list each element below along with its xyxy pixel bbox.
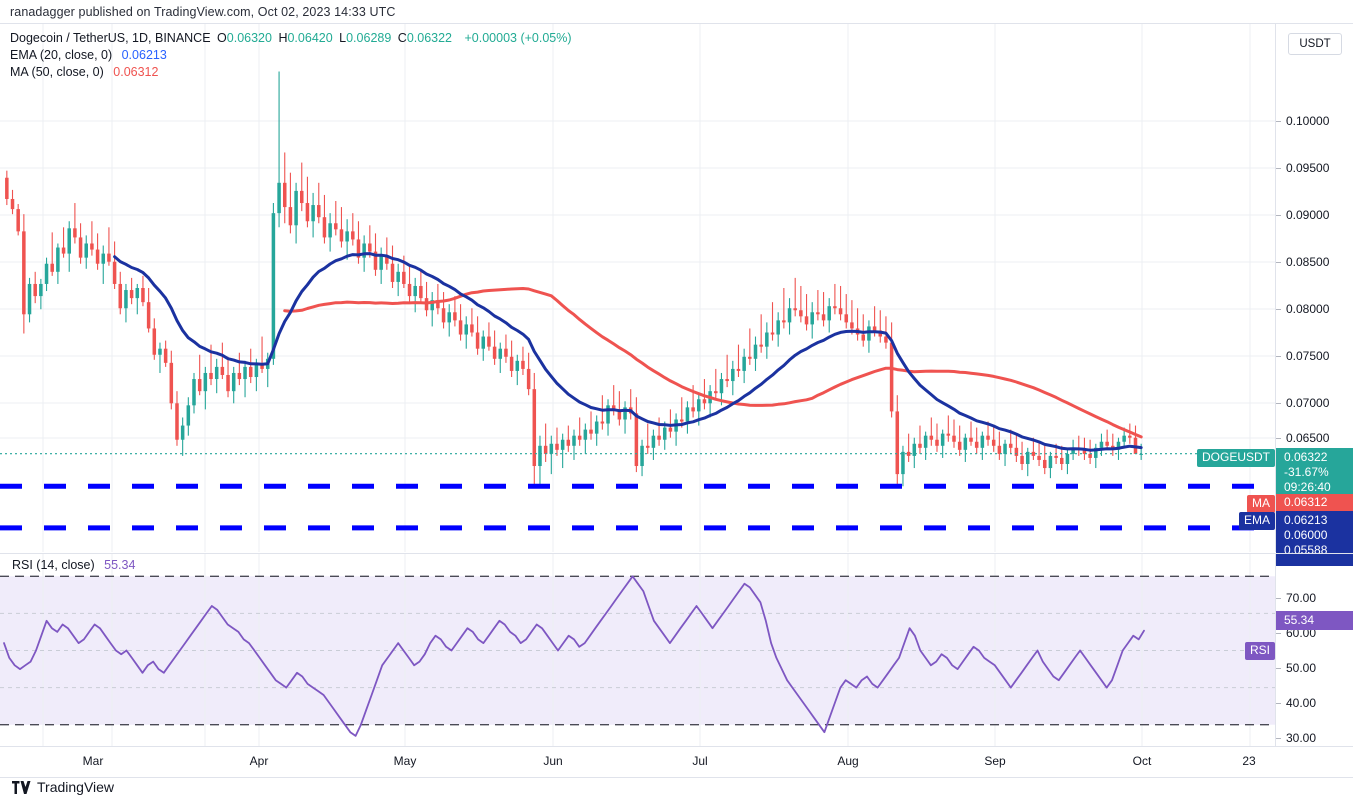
label-ema-tag[interactable]: EMA: [1238, 512, 1275, 530]
label-symbol-tag[interactable]: DOGEUSDT: [1196, 449, 1275, 467]
price-plot: [0, 24, 1275, 552]
rsi-legend-name: RSI (14, close): [12, 558, 95, 572]
rsi-legend-value: 55.34: [104, 558, 136, 572]
label-rsi-tag[interactable]: RSI: [1244, 642, 1275, 660]
support-price-1: 0.06000: [1284, 528, 1328, 542]
rsi-tick: 30.00: [1286, 731, 1317, 745]
price-tick-mark: [1276, 168, 1281, 169]
time-label: Sep: [984, 754, 1006, 768]
rsi-pane[interactable]: RSI (14, close) 55.34 RSI: [0, 553, 1276, 747]
rsi-tick-mark: [1276, 738, 1281, 739]
rsi-legend[interactable]: RSI (14, close) 55.34: [12, 558, 135, 572]
chart-frame: Dogecoin / TetherUS, 1D, BINANCE O0.0632…: [0, 23, 1353, 805]
currency-unit-button[interactable]: USDT: [1288, 33, 1342, 55]
time-axis[interactable]: Mar Apr May Jun Jul Aug Sep Oct 23: [0, 746, 1353, 778]
publisher-bar: ranadagger published on TradingView.com,…: [0, 0, 1353, 23]
rsi-tick-mark: [1276, 598, 1281, 599]
time-label: Aug: [837, 754, 859, 768]
ema-price-value: 0.06213: [1284, 513, 1328, 527]
price-tick: 0.10000: [1286, 114, 1330, 128]
rsi-tick-mark: [1276, 633, 1281, 634]
last-price-value: 0.06322: [1284, 450, 1328, 464]
tradingview-logo[interactable]: TradingView: [12, 779, 114, 795]
time-label: May: [393, 754, 417, 768]
rsi-tick: 50.00: [1286, 661, 1317, 675]
price-tick-mark: [1276, 262, 1281, 263]
label-ma-tag[interactable]: MA: [1247, 495, 1275, 513]
last-price-badge: 0.06322 -31.67% 09:26:40: [1276, 448, 1353, 498]
price-tick: 0.09000: [1286, 208, 1330, 222]
price-tick-mark: [1276, 121, 1281, 122]
rsi-tick-mark: [1276, 703, 1281, 704]
time-label: Apr: [249, 754, 269, 768]
price-tick-mark: [1276, 403, 1281, 404]
price-tick: 0.07000: [1286, 396, 1330, 410]
time-label: Oct: [1132, 754, 1152, 768]
price-tick-mark: [1276, 356, 1281, 357]
time-label: Mar: [82, 754, 104, 768]
price-tick: 0.09500: [1286, 161, 1330, 175]
ma-price-badge: 0.06312: [1276, 494, 1353, 513]
rsi-axis[interactable]: 70.00 60.00 50.00 40.00 30.00 55.34: [1276, 553, 1353, 747]
price-pane[interactable]: Dogecoin / TetherUS, 1D, BINANCE O0.0632…: [0, 24, 1276, 552]
rsi-tick: 40.00: [1286, 696, 1317, 710]
price-axis[interactable]: USDT 0.10000 0.09500 0.09000 0.08500 0.08000…: [1276, 24, 1353, 566]
time-label: Jul: [692, 754, 708, 768]
price-tick: 0.07500: [1286, 349, 1330, 363]
price-tick: 0.08500: [1286, 255, 1330, 269]
price-tick-mark: [1276, 215, 1281, 216]
tradingview-logo-text: TradingView: [37, 779, 115, 795]
last-price-countdown: 09:26:40: [1284, 480, 1331, 494]
price-tick-mark: [1276, 438, 1281, 439]
rsi-tick-mark: [1276, 668, 1281, 669]
price-tick-mark: [1276, 309, 1281, 310]
rsi-tick: 70.00: [1286, 591, 1317, 605]
rsi-plot: [0, 554, 1275, 747]
publisher-text: ranadagger published on TradingView.com,…: [10, 4, 396, 19]
price-tick: 0.08000: [1286, 302, 1330, 316]
last-price-change: -31.67%: [1284, 465, 1329, 479]
tradingview-logo-icon: [12, 780, 31, 794]
rsi-value-badge: 55.34: [1276, 611, 1353, 630]
time-label: Jun: [543, 754, 563, 768]
time-label: 23: [1242, 754, 1256, 768]
price-tick: 0.06500: [1286, 431, 1330, 445]
